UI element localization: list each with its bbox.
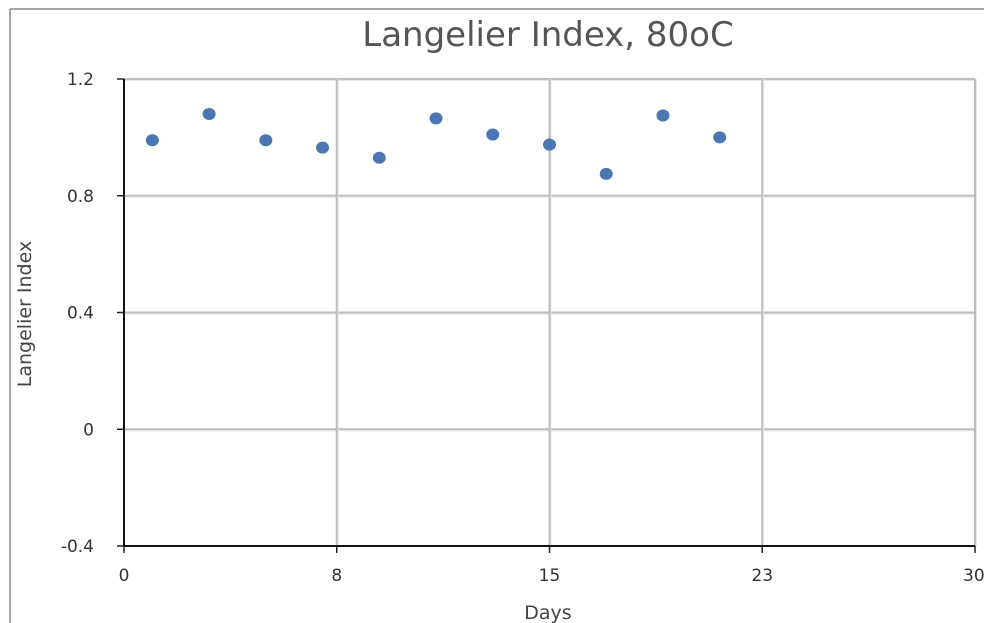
- x-axis-title: Days: [524, 602, 571, 623]
- y-tick-label: 1.2: [67, 70, 94, 90]
- y-axis-title: Langelier Index: [14, 241, 36, 387]
- x-tick-labels: 0 8 15 23 30: [119, 566, 984, 586]
- data-points: [145, 108, 727, 180]
- data-point: [202, 108, 216, 121]
- data-point: [145, 134, 159, 147]
- y-tick-label: -0.4: [61, 537, 94, 557]
- x-tick-label: 0: [119, 566, 130, 586]
- data-point: [599, 167, 613, 180]
- data-point: [713, 131, 727, 144]
- data-point: [429, 112, 443, 125]
- chart-title: Langelier Index, 80oC: [362, 15, 733, 55]
- gridlines: [124, 78, 977, 546]
- y-tick-labels: 1.2 0.8 0.4 0 -0.4: [61, 70, 94, 557]
- data-point: [656, 109, 670, 122]
- x-tick-label: 15: [539, 566, 561, 586]
- y-tick-label: 0: [83, 420, 94, 440]
- axes: [117, 78, 976, 553]
- data-point: [259, 134, 273, 147]
- data-point: [543, 138, 556, 151]
- x-tick-label: 8: [331, 566, 342, 586]
- y-tick-label: 0.4: [67, 304, 94, 324]
- y-tick-label: 0.8: [67, 187, 94, 207]
- data-point: [372, 151, 386, 164]
- data-point: [486, 128, 500, 141]
- x-tick-label: 23: [751, 566, 773, 586]
- x-tick-label: 30: [963, 566, 984, 586]
- data-point: [316, 141, 330, 154]
